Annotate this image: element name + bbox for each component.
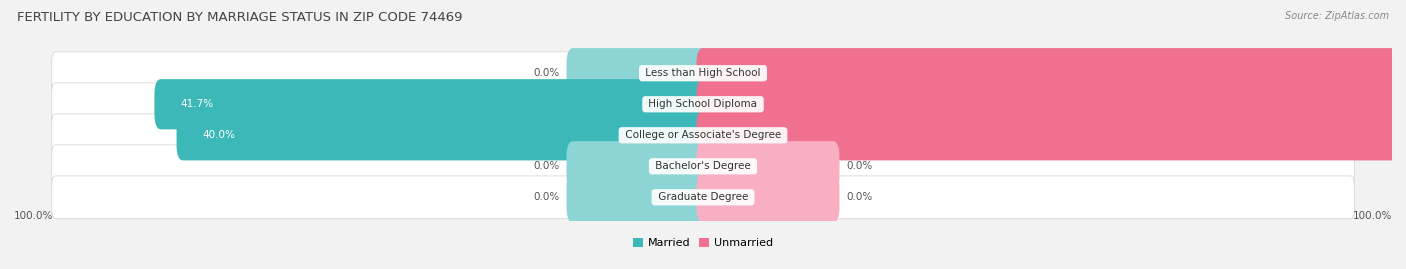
- FancyBboxPatch shape: [696, 172, 839, 222]
- FancyBboxPatch shape: [567, 48, 710, 98]
- FancyBboxPatch shape: [52, 176, 1354, 219]
- Text: 41.7%: 41.7%: [180, 99, 214, 109]
- Text: College or Associate's Degree: College or Associate's Degree: [621, 130, 785, 140]
- Text: Source: ZipAtlas.com: Source: ZipAtlas.com: [1285, 11, 1389, 21]
- FancyBboxPatch shape: [52, 52, 1354, 95]
- Text: Less than High School: Less than High School: [643, 68, 763, 78]
- Text: 40.0%: 40.0%: [202, 130, 235, 140]
- Text: FERTILITY BY EDUCATION BY MARRIAGE STATUS IN ZIP CODE 74469: FERTILITY BY EDUCATION BY MARRIAGE STATU…: [17, 11, 463, 24]
- Text: High School Diploma: High School Diploma: [645, 99, 761, 109]
- FancyBboxPatch shape: [52, 145, 1354, 188]
- FancyBboxPatch shape: [52, 114, 1354, 157]
- Text: 0.0%: 0.0%: [534, 161, 560, 171]
- FancyBboxPatch shape: [567, 172, 710, 222]
- Text: Graduate Degree: Graduate Degree: [655, 192, 751, 202]
- Text: 100.0%: 100.0%: [14, 211, 53, 221]
- Legend: Married, Unmarried: Married, Unmarried: [628, 233, 778, 253]
- FancyBboxPatch shape: [696, 141, 839, 192]
- FancyBboxPatch shape: [696, 48, 1406, 98]
- Text: 0.0%: 0.0%: [846, 192, 872, 202]
- FancyBboxPatch shape: [567, 141, 710, 192]
- Text: 0.0%: 0.0%: [846, 161, 872, 171]
- Text: 0.0%: 0.0%: [534, 68, 560, 78]
- Text: 0.0%: 0.0%: [534, 192, 560, 202]
- FancyBboxPatch shape: [177, 110, 710, 160]
- FancyBboxPatch shape: [696, 110, 1406, 160]
- FancyBboxPatch shape: [52, 83, 1354, 126]
- FancyBboxPatch shape: [155, 79, 710, 129]
- Text: 100.0%: 100.0%: [1353, 211, 1392, 221]
- FancyBboxPatch shape: [696, 79, 1406, 129]
- Text: Bachelor's Degree: Bachelor's Degree: [652, 161, 754, 171]
